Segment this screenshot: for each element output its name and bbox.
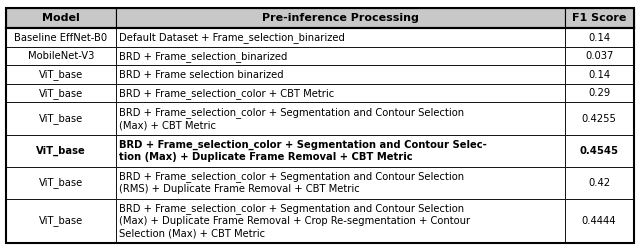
Text: F1 Score: F1 Score [572, 13, 627, 23]
Text: ViT_base: ViT_base [39, 215, 83, 226]
Bar [564, 47, 634, 66]
Bar [6, 8, 116, 28]
Bar [6, 199, 116, 242]
Bar [6, 28, 116, 47]
Text: ViT_base: ViT_base [39, 88, 83, 99]
Text: BRD + Frame_selection_color + Segmentation and Contour Selec-
tion (Max) + Dupli: BRD + Frame_selection_color + Segmentati… [120, 140, 487, 162]
Bar [116, 84, 564, 102]
Bar [564, 28, 634, 47]
Text: 0.14: 0.14 [588, 33, 610, 43]
Bar [6, 167, 116, 199]
Bar [564, 84, 634, 102]
Bar [564, 167, 634, 199]
Bar [564, 66, 634, 84]
Text: MobileNet-V3: MobileNet-V3 [28, 51, 94, 61]
Bar [116, 167, 564, 199]
Bar [116, 8, 564, 28]
Text: BRD + Frame_selection_color + CBT Metric: BRD + Frame_selection_color + CBT Metric [120, 88, 335, 99]
Text: Baseline EffNet-B0: Baseline EffNet-B0 [15, 33, 108, 43]
Bar [6, 102, 116, 135]
Text: 0.4444: 0.4444 [582, 216, 616, 226]
Bar [564, 8, 634, 28]
Text: 0.4255: 0.4255 [582, 114, 616, 124]
Bar [116, 47, 564, 66]
Text: ViT_base: ViT_base [36, 146, 86, 156]
Text: 0.037: 0.037 [585, 51, 613, 61]
Text: 0.42: 0.42 [588, 178, 610, 188]
Bar [564, 135, 634, 167]
Text: BRD + Frame_selection_color + Segmentation and Contour Selection
(Max) + Duplica: BRD + Frame_selection_color + Segmentati… [120, 203, 470, 238]
Text: Model: Model [42, 13, 80, 23]
Bar [564, 102, 634, 135]
Bar [116, 28, 564, 47]
Text: 0.29: 0.29 [588, 88, 610, 98]
Bar [116, 102, 564, 135]
Text: ViT_base: ViT_base [39, 69, 83, 80]
Bar [6, 47, 116, 66]
Text: Pre-inference Processing: Pre-inference Processing [262, 13, 419, 23]
Text: BRD + Frame_selection_binarized: BRD + Frame_selection_binarized [120, 51, 288, 62]
Bar [116, 199, 564, 242]
Bar [6, 135, 116, 167]
Bar [6, 84, 116, 102]
Text: BRD + Frame_selection_color + Segmentation and Contour Selection
(RMS) + Duplica: BRD + Frame_selection_color + Segmentati… [120, 172, 465, 194]
Bar [6, 66, 116, 84]
Text: 0.14: 0.14 [588, 70, 610, 80]
Text: ViT_base: ViT_base [39, 178, 83, 188]
Text: Default Dataset + Frame_selection_binarized: Default Dataset + Frame_selection_binari… [120, 32, 345, 43]
Text: BRD + Frame_selection_color + Segmentation and Contour Selection
(Max) + CBT Met: BRD + Frame_selection_color + Segmentati… [120, 107, 465, 130]
Bar [564, 199, 634, 242]
Text: BRD + Frame selection binarized: BRD + Frame selection binarized [120, 70, 284, 80]
Text: ViT_base: ViT_base [39, 113, 83, 124]
Bar [116, 135, 564, 167]
Bar [116, 66, 564, 84]
Text: 0.4545: 0.4545 [580, 146, 619, 156]
